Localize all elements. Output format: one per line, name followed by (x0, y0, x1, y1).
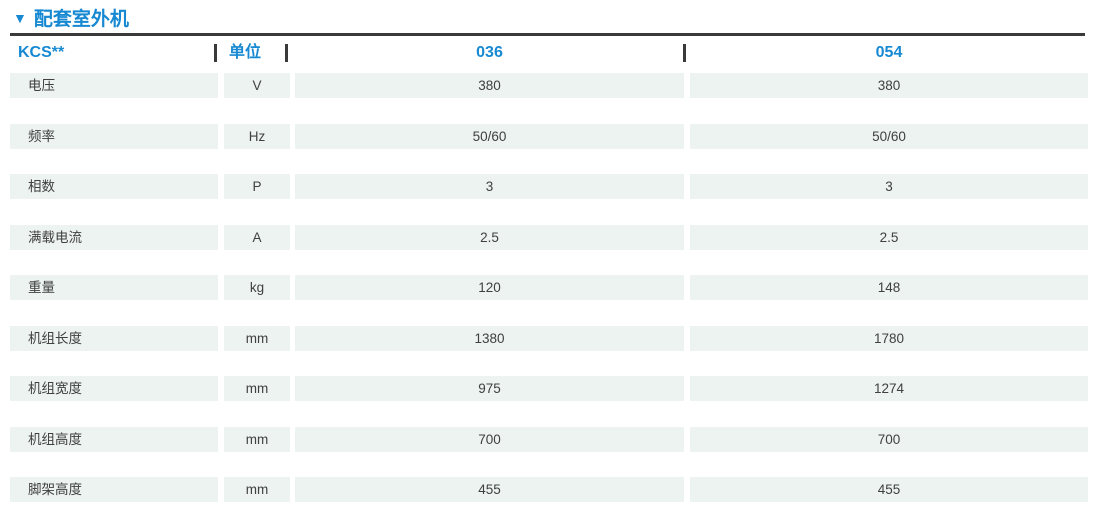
header-separator-bar (683, 44, 686, 62)
row-value-036: 975 (295, 376, 684, 401)
row-label: 频率 (10, 123, 218, 149)
row-value-036: 50/60 (295, 123, 684, 149)
row-value-054: 380 (690, 73, 1088, 98)
row-value-054: 700 (690, 426, 1088, 452)
section-title: ▼ 配套室外机 (13, 4, 129, 31)
table-row: 频率 Hz 50/60 50/60 (0, 123, 1095, 149)
table-row: 重量 kg 120 148 (0, 275, 1095, 300)
row-unit: mm (224, 376, 290, 401)
row-value-054: 1274 (690, 376, 1088, 401)
header-unit-label: 单位 (228, 44, 261, 61)
table-header: KCS** 单位 036 054 (0, 36, 1095, 70)
row-value-036: 2.5 (295, 224, 684, 250)
row-value-036: 455 (295, 477, 684, 502)
row-label: 电压 (10, 73, 218, 98)
table-row: 脚架高度 mm 455 455 (0, 477, 1095, 502)
row-value-054: 50/60 (690, 123, 1088, 149)
row-label: 重量 (10, 275, 218, 300)
row-unit: Hz (224, 123, 290, 149)
table-row: 相数 P 3 3 (0, 174, 1095, 199)
header-column-036: 036 (476, 44, 503, 61)
row-value-054: 3 (690, 174, 1088, 199)
row-unit: kg (224, 275, 290, 300)
table-row: 机组长度 mm 1380 1780 (0, 325, 1095, 351)
table-row: 机组高度 mm 700 700 (0, 426, 1095, 452)
row-value-036: 380 (295, 73, 684, 98)
table-row: 满载电流 A 2.5 2.5 (0, 224, 1095, 250)
row-value-036: 3 (295, 174, 684, 199)
row-value-036: 700 (295, 426, 684, 452)
row-value-036: 1380 (295, 325, 684, 351)
row-unit: mm (224, 325, 290, 351)
row-label: 机组高度 (10, 426, 218, 452)
row-value-036: 120 (295, 275, 684, 300)
row-label: 满载电流 (10, 224, 218, 250)
header-column-054: 054 (875, 44, 903, 61)
header-separator-bar (285, 44, 288, 62)
header-divider (10, 33, 1085, 36)
row-label: 相数 (10, 174, 218, 199)
header-model-code: KCS** (18, 44, 65, 61)
row-value-054: 1780 (690, 325, 1088, 351)
row-label: 机组长度 (10, 325, 218, 351)
row-unit: mm (224, 477, 290, 502)
section-title-text: 配套室外机 (33, 9, 129, 30)
row-label: 机组宽度 (10, 376, 218, 401)
table-row: 机组宽度 mm 975 1274 (0, 376, 1095, 401)
row-unit: A (224, 224, 290, 250)
row-unit: V (224, 73, 290, 98)
row-unit: mm (224, 426, 290, 452)
header-separator-bar (214, 44, 217, 62)
row-value-054: 148 (690, 275, 1088, 300)
row-unit: P (224, 174, 290, 199)
table-row: 电压 V 380 380 (0, 73, 1095, 98)
row-value-054: 2.5 (690, 224, 1088, 250)
row-label: 脚架高度 (10, 477, 218, 502)
triangle-marker-icon: ▼ (13, 9, 27, 26)
row-value-054: 455 (690, 477, 1088, 502)
